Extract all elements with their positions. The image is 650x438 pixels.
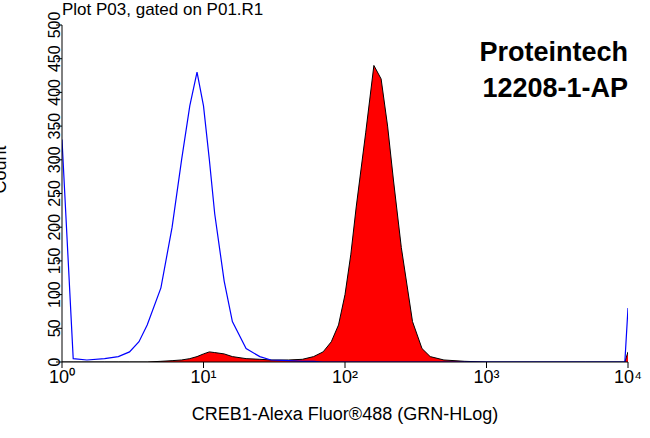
html-text:12208-1-AP: 12208-1-AP xyxy=(482,73,628,103)
svg-text:400: 400 xyxy=(46,79,63,106)
svg-text:250: 250 xyxy=(46,180,63,207)
svg-text:450: 450 xyxy=(46,45,63,72)
html-text:Proteintech: Proteintech xyxy=(479,37,628,67)
html-text:Plot P03, gated on P01.R1: Plot P03, gated on P01.R1 xyxy=(62,0,264,19)
svg-text:200: 200 xyxy=(46,214,63,241)
svg-text:10²: 10² xyxy=(332,367,358,387)
svg-text:10⁴: 10⁴ xyxy=(614,367,642,387)
svg-text:150: 150 xyxy=(46,247,63,274)
svg-text:350: 350 xyxy=(46,113,63,140)
svg-text:10⁰: 10⁰ xyxy=(49,367,75,387)
svg-text:10¹: 10¹ xyxy=(190,367,216,387)
svg-text:0: 0 xyxy=(46,357,63,366)
svg-text:100: 100 xyxy=(46,281,63,308)
svg-text:50: 50 xyxy=(46,319,63,337)
svg-text:10³: 10³ xyxy=(473,367,499,387)
svg-text:500: 500 xyxy=(46,12,63,39)
svg-text:300: 300 xyxy=(46,146,63,173)
svg-text:CREB1-Alexa Fluor®488 (GRN-HLo: CREB1-Alexa Fluor®488 (GRN-HLog) xyxy=(192,404,498,424)
svg-text:Count: Count xyxy=(8,145,10,193)
